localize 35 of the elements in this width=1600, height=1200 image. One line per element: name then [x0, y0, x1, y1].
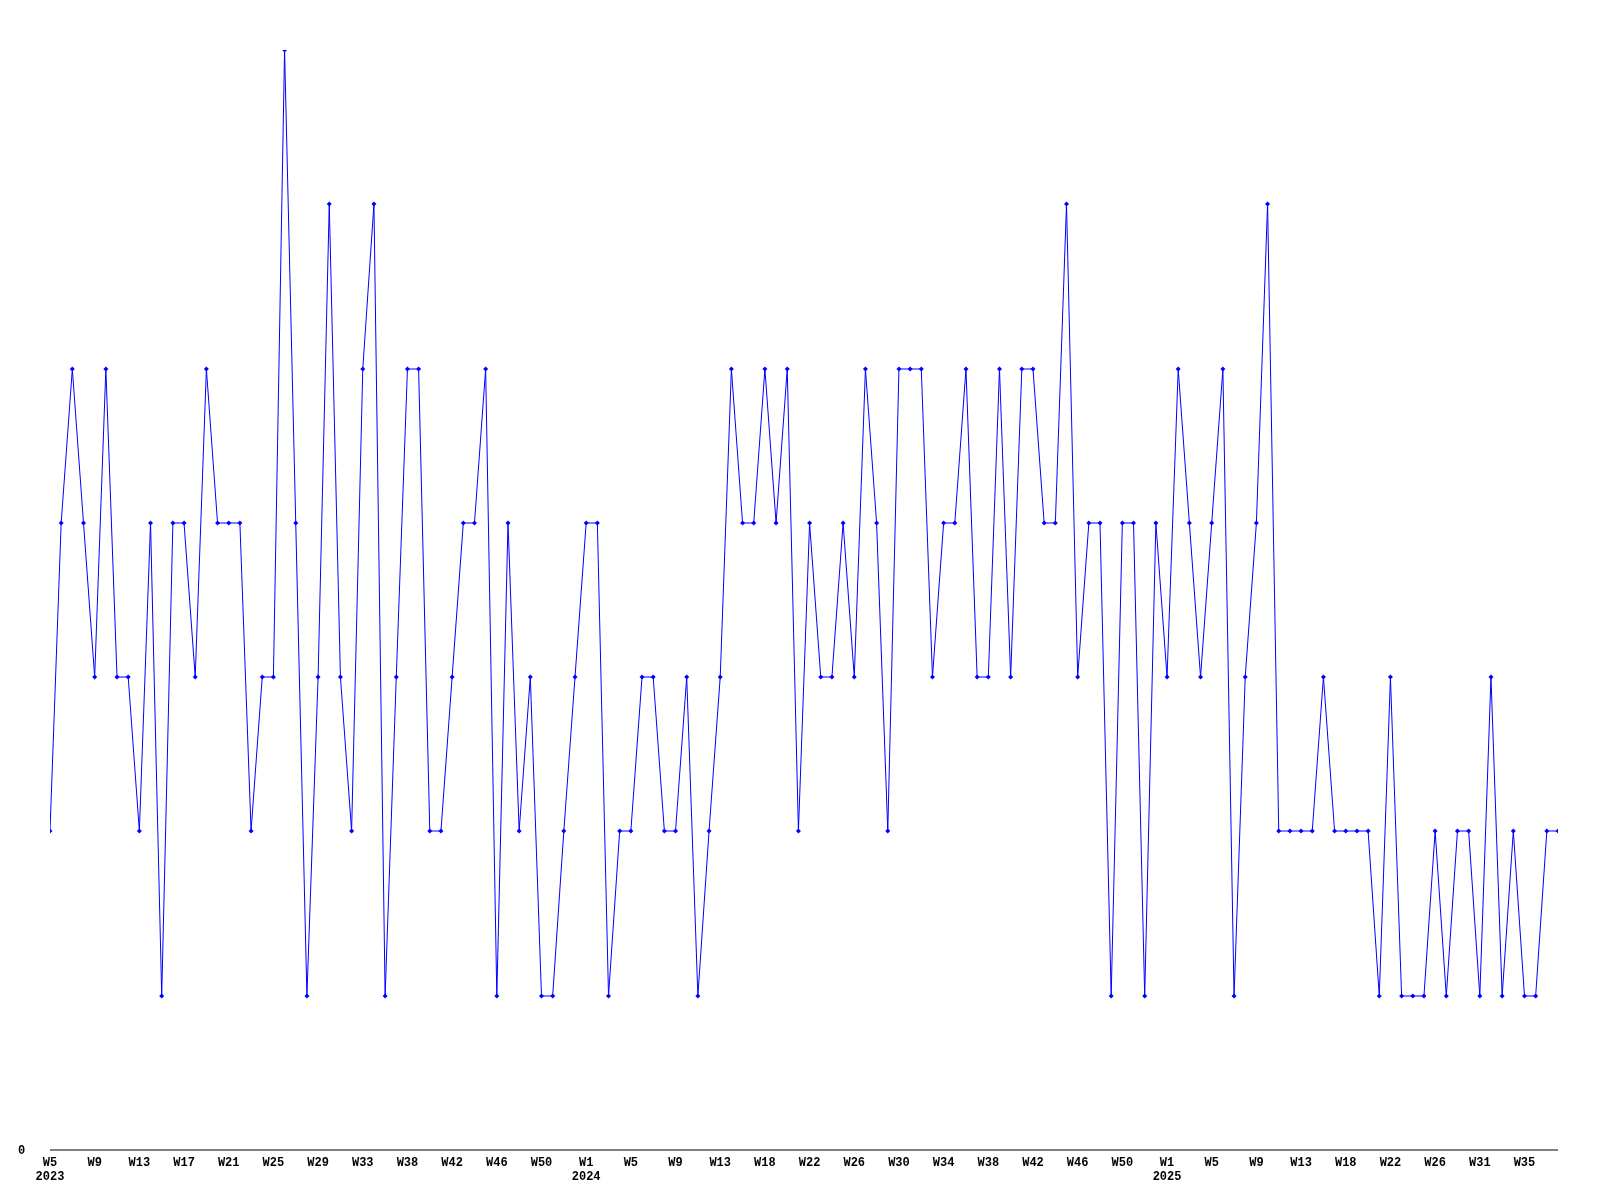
x-tick-label: W22 — [1379, 1156, 1402, 1170]
x-tick-label: W18 — [754, 1156, 776, 1170]
x-tick-label: W13 — [128, 1156, 151, 1170]
x-tick-label: W25 — [262, 1156, 285, 1170]
x-tick-label: W18 — [1334, 1156, 1357, 1170]
x-tick-label: W13 — [709, 1156, 732, 1170]
text: 0 — [18, 1144, 26, 1158]
x-tick-label: W13 — [1290, 1156, 1312, 1170]
x-tick-label: W21 — [217, 1156, 240, 1170]
x-tick-label: W1 2024 — [571, 1156, 601, 1184]
x-tick-label: W9 — [87, 1156, 102, 1170]
x-tick-label: W42 — [1022, 1156, 1044, 1170]
x-tick-label: W9 — [668, 1156, 683, 1170]
x-tick-label: W46 — [1066, 1156, 1089, 1170]
x-tick-label: W30 — [888, 1156, 910, 1170]
x-tick-label: W26 — [1424, 1156, 1446, 1170]
x-tick-label: W1 2025 — [1152, 1156, 1182, 1184]
x-tick-label: W50 — [1111, 1156, 1134, 1170]
x-tick-label: W5 — [623, 1156, 639, 1170]
x-tick-label: W34 — [932, 1156, 955, 1170]
x-tick-label: W35 — [1513, 1156, 1536, 1170]
x-tick-label: W22 — [798, 1156, 821, 1170]
x-tick-label: W50 — [530, 1156, 553, 1170]
x-tick-label: W38 — [977, 1156, 1000, 1170]
x-tick-label: W42 — [441, 1156, 463, 1170]
x-tick-label: W26 — [843, 1156, 866, 1170]
x-tick-label: W29 — [307, 1156, 329, 1170]
x-tick-label: W17 — [173, 1156, 195, 1170]
x-tick-label: W38 — [396, 1156, 419, 1170]
x-tick-label: W5 2023 — [35, 1156, 65, 1184]
x-tick-label: W46 — [486, 1156, 508, 1170]
x-tick-label: W33 — [351, 1156, 374, 1170]
x-tick-label: W9 — [1249, 1156, 1264, 1170]
x-tick-label: W5 — [1204, 1156, 1219, 1170]
x-tick-label: W31 — [1469, 1156, 1491, 1170]
